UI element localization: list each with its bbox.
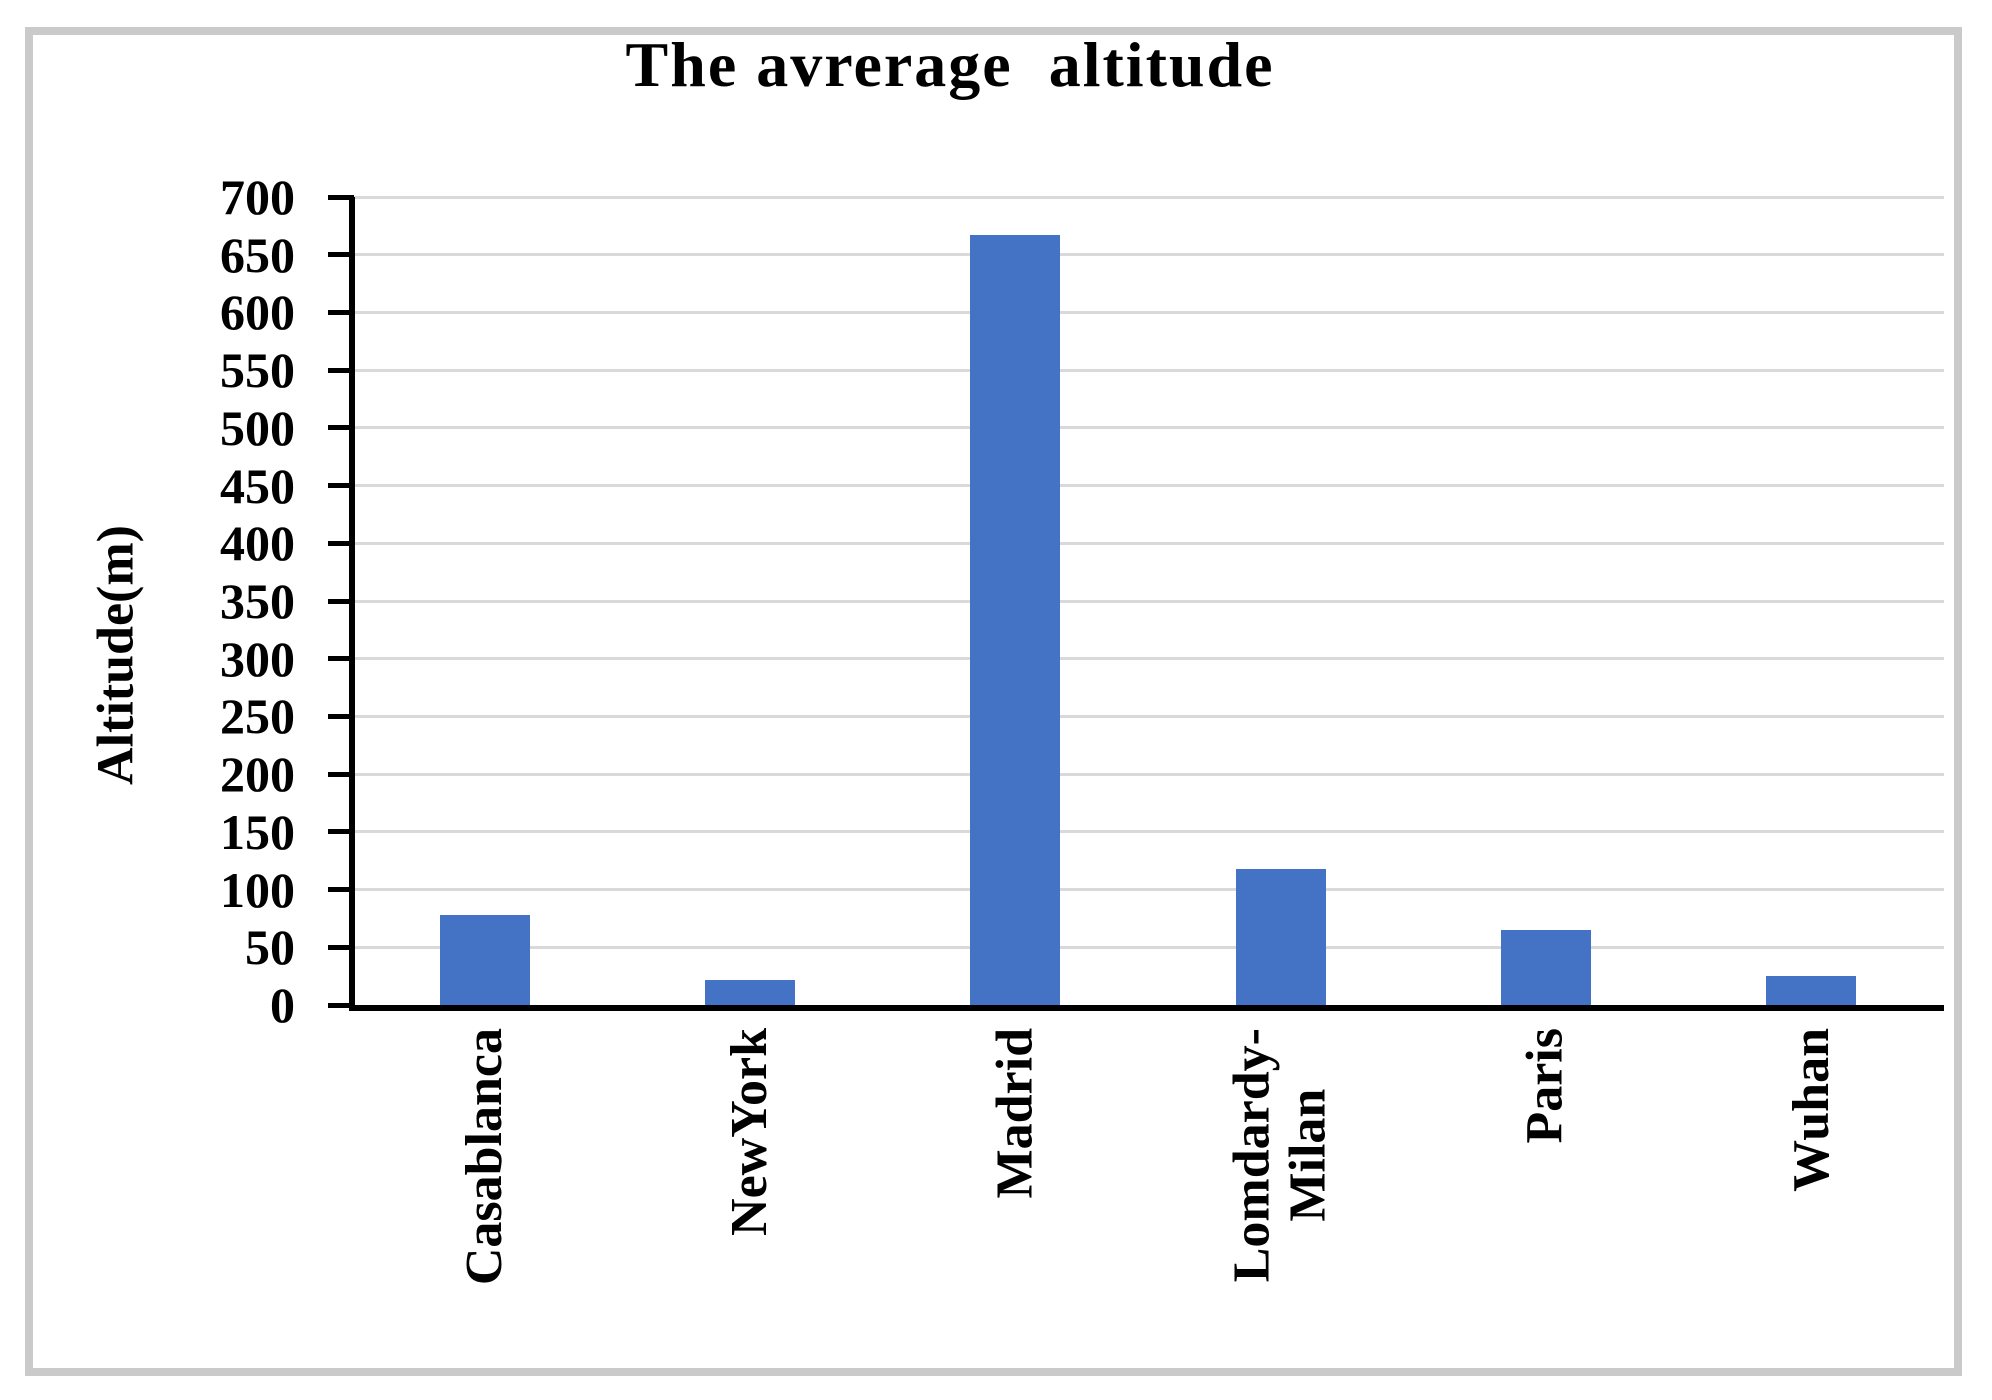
y-tick bbox=[328, 713, 354, 719]
y-tick bbox=[328, 425, 354, 431]
y-tick bbox=[328, 829, 354, 835]
gridline bbox=[352, 253, 1944, 257]
y-tick-label: 200 bbox=[220, 746, 295, 803]
y-tick-label: 300 bbox=[220, 630, 295, 687]
gridline bbox=[352, 195, 1944, 199]
gridline bbox=[352, 599, 1944, 603]
y-tick-label: 350 bbox=[220, 573, 295, 629]
gridline bbox=[352, 888, 1944, 892]
bar bbox=[1235, 868, 1326, 1005]
y-tick-label: 600 bbox=[220, 284, 295, 341]
x-category-label: Madrid bbox=[986, 1028, 1044, 1199]
y-tick-label: 500 bbox=[220, 399, 295, 456]
y-tick-label: 450 bbox=[220, 457, 295, 514]
bar bbox=[705, 979, 795, 1005]
bar bbox=[439, 914, 530, 1005]
y-tick bbox=[328, 656, 354, 662]
gridline bbox=[352, 657, 1944, 661]
y-tick bbox=[328, 598, 354, 604]
y-tick-label: 150 bbox=[220, 803, 295, 860]
gridline bbox=[352, 368, 1944, 372]
y-tick-label: 400 bbox=[220, 515, 295, 572]
y-tick bbox=[328, 771, 354, 777]
y-tick-label: 650 bbox=[220, 226, 295, 283]
bar bbox=[970, 235, 1061, 1005]
x-category-label: NewYork bbox=[721, 1028, 778, 1236]
x-axis-line bbox=[349, 1005, 1944, 1011]
bar bbox=[1766, 976, 1857, 1005]
y-tick bbox=[328, 309, 354, 315]
y-tick bbox=[328, 194, 354, 200]
chart-title: The avrerage altitude bbox=[625, 29, 1275, 100]
gridline bbox=[352, 541, 1944, 545]
y-tick bbox=[328, 483, 354, 489]
gridline bbox=[352, 714, 1944, 718]
y-tick bbox=[328, 367, 354, 373]
gridline bbox=[352, 772, 1944, 776]
y-axis-line bbox=[349, 197, 355, 1011]
y-tick-label: 100 bbox=[220, 861, 295, 918]
gridline bbox=[352, 426, 1944, 430]
y-tick bbox=[328, 1002, 354, 1008]
y-tick-label: 50 bbox=[245, 919, 295, 976]
y-tick-label: 700 bbox=[220, 169, 295, 225]
gridline bbox=[352, 484, 1944, 488]
x-category-label: Casablanca bbox=[455, 1028, 513, 1286]
gridline bbox=[352, 945, 1944, 949]
x-category-label: Paris bbox=[1517, 1028, 1574, 1144]
y-tick bbox=[328, 887, 354, 893]
bar bbox=[1501, 929, 1591, 1005]
y-tick-label: 250 bbox=[220, 688, 295, 745]
y-tick bbox=[328, 540, 354, 546]
y-tick bbox=[328, 252, 354, 258]
y-tick-label: 0 bbox=[270, 977, 295, 1033]
gridline bbox=[352, 830, 1944, 834]
gridline bbox=[352, 310, 1944, 314]
x-category-label: Lomdardy- Milan bbox=[1223, 1028, 1337, 1283]
x-category-label: Wuhan bbox=[1782, 1028, 1840, 1192]
y-tick-label: 550 bbox=[220, 342, 295, 399]
y-tick bbox=[328, 944, 354, 950]
